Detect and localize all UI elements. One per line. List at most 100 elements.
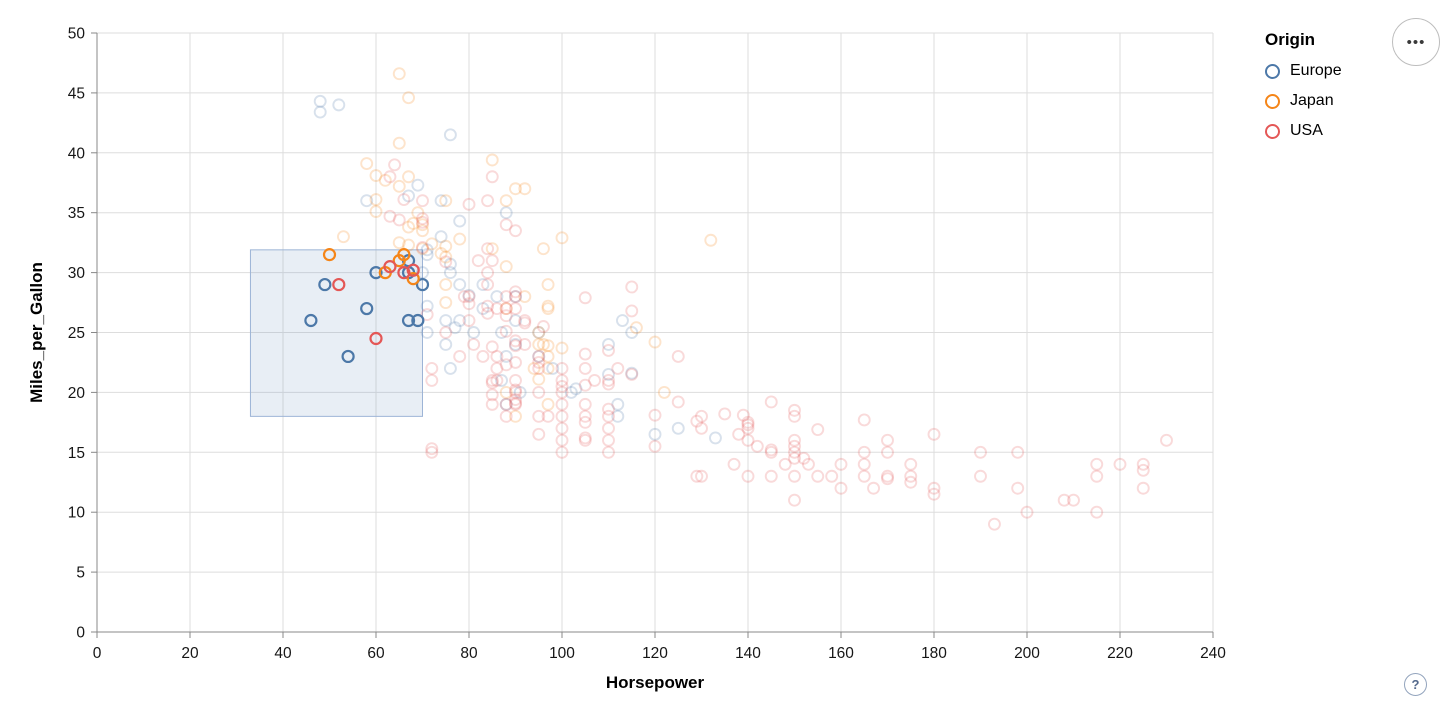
data-point-usa (499, 290, 513, 304)
data-point-japan (704, 233, 718, 247)
data-point-europe (546, 361, 560, 375)
data-point-japan (499, 385, 513, 399)
data-point-usa (881, 472, 894, 486)
brush-rect[interactable] (249, 249, 423, 417)
y-tick-label: 30 (68, 265, 86, 282)
data-point-usa (536, 320, 550, 333)
data-point-europe (462, 288, 476, 302)
data-point-europe (420, 243, 434, 257)
data-point-usa (532, 350, 546, 363)
data-point-europe (401, 313, 416, 328)
data-point-usa (578, 409, 592, 423)
brush-selection[interactable] (249, 249, 423, 417)
data-point-usa (718, 407, 732, 421)
help-button[interactable]: ? (1404, 673, 1427, 696)
data-point-europe (439, 338, 453, 351)
data-point-europe (616, 314, 629, 327)
data-point-europe (415, 277, 430, 292)
data-point-usa (602, 433, 615, 447)
y-tick-label: 35 (68, 205, 85, 222)
data-point-japan (392, 179, 406, 193)
data-point-europe (402, 189, 415, 203)
y-axis-title: Miles_per_Gallon (27, 262, 46, 403)
data-point-europe (453, 214, 467, 228)
data-point-europe (499, 397, 513, 411)
y-tick-label: 15 (68, 445, 85, 462)
data-point-usa (578, 291, 592, 305)
data-point-japan (369, 205, 383, 218)
legend-swatch-japan (1265, 93, 1280, 109)
data-point-usa (555, 433, 569, 447)
data-point-europe (453, 278, 467, 292)
data-point-usa (578, 415, 592, 429)
axes: 0 20 40 60 80 100 120 140 160 180 200 220 240 0 5 10 15 2… (27, 26, 1226, 693)
data-point-usa (509, 397, 522, 411)
data-point-usa (1057, 493, 1071, 507)
data-point-europe (509, 338, 522, 351)
x-tick-label: 40 (274, 645, 292, 662)
x-tick-label: 240 (1200, 645, 1226, 662)
x-axis-title: Horsepower (606, 673, 705, 692)
data-point-usa (509, 290, 522, 304)
data-point-usa (764, 469, 778, 483)
x-tick-label: 20 (181, 645, 199, 662)
data-point-usa (485, 170, 499, 184)
data-point-europe (313, 105, 327, 119)
data-point-usa (1020, 505, 1034, 519)
legend: Origin Europe Japan USA (1265, 30, 1342, 152)
data-point-europe (625, 326, 639, 339)
data-point-usa (509, 339, 522, 353)
data-point-japan (360, 157, 374, 171)
data-point-usa (532, 409, 546, 423)
data-point-europe (434, 230, 448, 244)
data-point-usa (1011, 481, 1025, 495)
data-point-usa (602, 445, 615, 459)
data-point-japan (527, 361, 541, 375)
data-point-japan (369, 169, 383, 183)
data-point-europe (602, 338, 615, 351)
data-point-usa (881, 433, 894, 447)
data-point-usa (695, 469, 708, 483)
data-point-japan (657, 385, 671, 399)
data-points (304, 67, 1173, 531)
data-point-usa (462, 314, 476, 327)
data-point-usa (602, 377, 615, 391)
data-point-usa (481, 278, 495, 292)
data-point-usa (788, 433, 801, 447)
data-point-usa (383, 260, 397, 274)
data-point-japan (416, 242, 429, 256)
data-point-usa (648, 408, 662, 422)
data-point-japan (532, 372, 546, 386)
data-point-usa (788, 403, 801, 417)
data-point-usa (750, 439, 764, 453)
data-point-europe (490, 290, 504, 304)
legend-item-usa: USA (1265, 122, 1342, 140)
data-point-japan (518, 182, 532, 196)
x-tick-label: 200 (1014, 645, 1040, 662)
data-point-usa (383, 170, 397, 184)
x-tick-label: 100 (549, 645, 575, 662)
data-point-japan (541, 361, 555, 375)
data-point-japan (434, 246, 448, 260)
data-point-usa (727, 457, 741, 471)
y-tick-label: 5 (76, 565, 85, 582)
data-point-japan (453, 232, 467, 246)
data-point-japan (439, 250, 453, 264)
data-point-japan (411, 206, 425, 220)
data-point-usa (532, 361, 546, 375)
data-point-usa (927, 427, 941, 441)
data-point-usa (825, 469, 839, 483)
data-point-europe (671, 421, 685, 435)
data-point-usa (388, 158, 402, 172)
data-point-usa (509, 285, 522, 299)
data-point-japan (541, 299, 555, 313)
data-point-usa (499, 309, 513, 323)
data-point-usa (1067, 493, 1080, 507)
data-point-usa (509, 396, 522, 410)
data-point-usa (499, 324, 513, 338)
options-menu-button[interactable]: ••• (1392, 18, 1440, 66)
data-point-japan (439, 194, 453, 208)
data-point-usa (988, 517, 1001, 531)
data-point-usa (1113, 457, 1127, 471)
